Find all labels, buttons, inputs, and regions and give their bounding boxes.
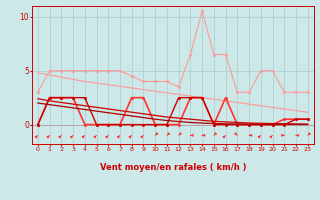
X-axis label: Vent moyen/en rafales ( km/h ): Vent moyen/en rafales ( km/h ) xyxy=(100,163,246,172)
